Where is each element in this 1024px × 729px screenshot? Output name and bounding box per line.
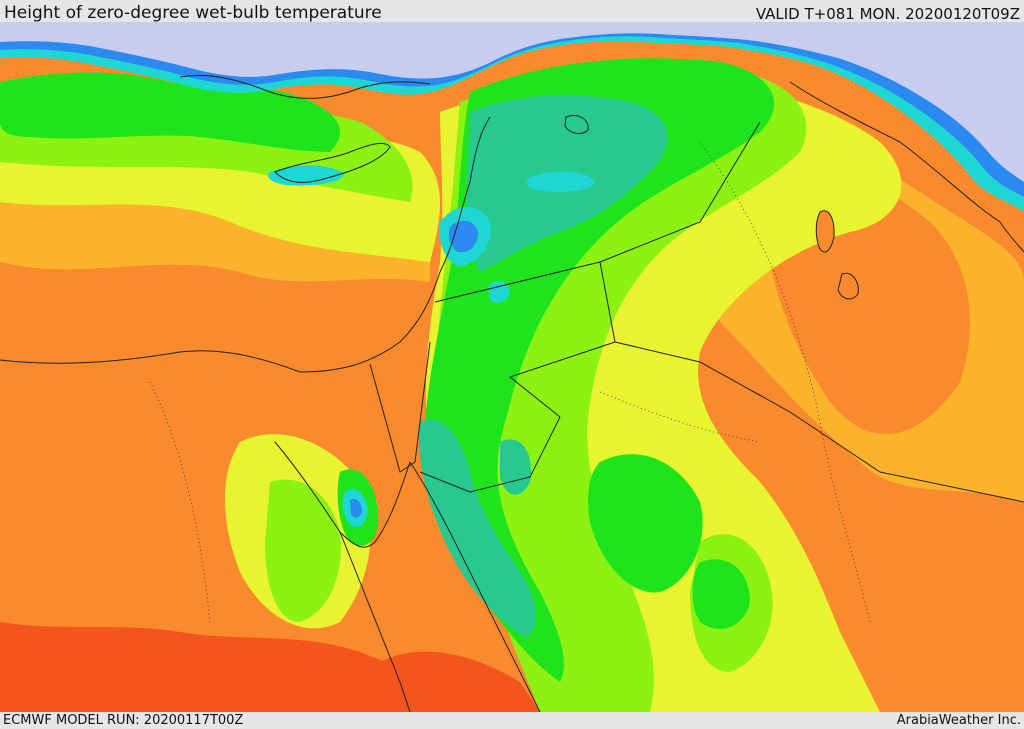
cyan-cyprus — [268, 165, 345, 186]
iraq-saudi-border — [614, 341, 1024, 503]
gulf-coasts — [274, 441, 411, 548]
map-title: Height of zero-degree wet-bulb temperatu… — [4, 3, 382, 23]
iran-border — [789, 81, 1024, 253]
hot-zone-south — [380, 651, 540, 712]
red-sea-west-coast — [339, 531, 411, 712]
weather-map[interactable] — [0, 22, 1024, 712]
valid-time: VALID T+081 MON. 20200120T09Z — [755, 5, 1020, 23]
turkey-coast — [179, 74, 431, 99]
hot-zone-southwest — [0, 622, 450, 712]
green-zone-arabia — [588, 454, 703, 593]
credit-text: ArabiaWeather Inc. — [896, 713, 1021, 728]
blue-sinai — [350, 498, 362, 518]
jordan-border — [508, 261, 616, 418]
saudi-jordan-border — [419, 416, 561, 493]
teal-zone-hejaz — [419, 419, 536, 637]
green-zone-northwest — [0, 72, 340, 152]
sea-area — [0, 22, 1024, 182]
lime-sinai — [265, 479, 341, 622]
lake-1 — [815, 210, 835, 253]
model-run: ECMWF MODEL RUN: 20200117T00Z — [3, 713, 244, 728]
warm-band-1 — [0, 192, 430, 282]
green-blob-south — [692, 559, 750, 630]
cyan-jordan — [488, 280, 510, 303]
lake-3 — [564, 115, 589, 134]
footer-bar: ECMWF MODEL RUN: 20200117T00Z ArabiaWeat… — [0, 712, 1024, 729]
cyprus-outline — [274, 142, 391, 183]
teal-blob — [500, 439, 531, 495]
syria-border — [434, 121, 761, 303]
map-canvas — [0, 22, 1024, 712]
lake-2 — [837, 272, 859, 300]
red-sea-east-coast — [409, 461, 541, 712]
cyan-syria — [526, 171, 595, 192]
borders — [0, 74, 1024, 712]
mediterranean-coast — [0, 116, 491, 373]
sinai-border — [369, 341, 431, 473]
header-bar: Height of zero-degree wet-bulb temperatu… — [0, 0, 1024, 23]
